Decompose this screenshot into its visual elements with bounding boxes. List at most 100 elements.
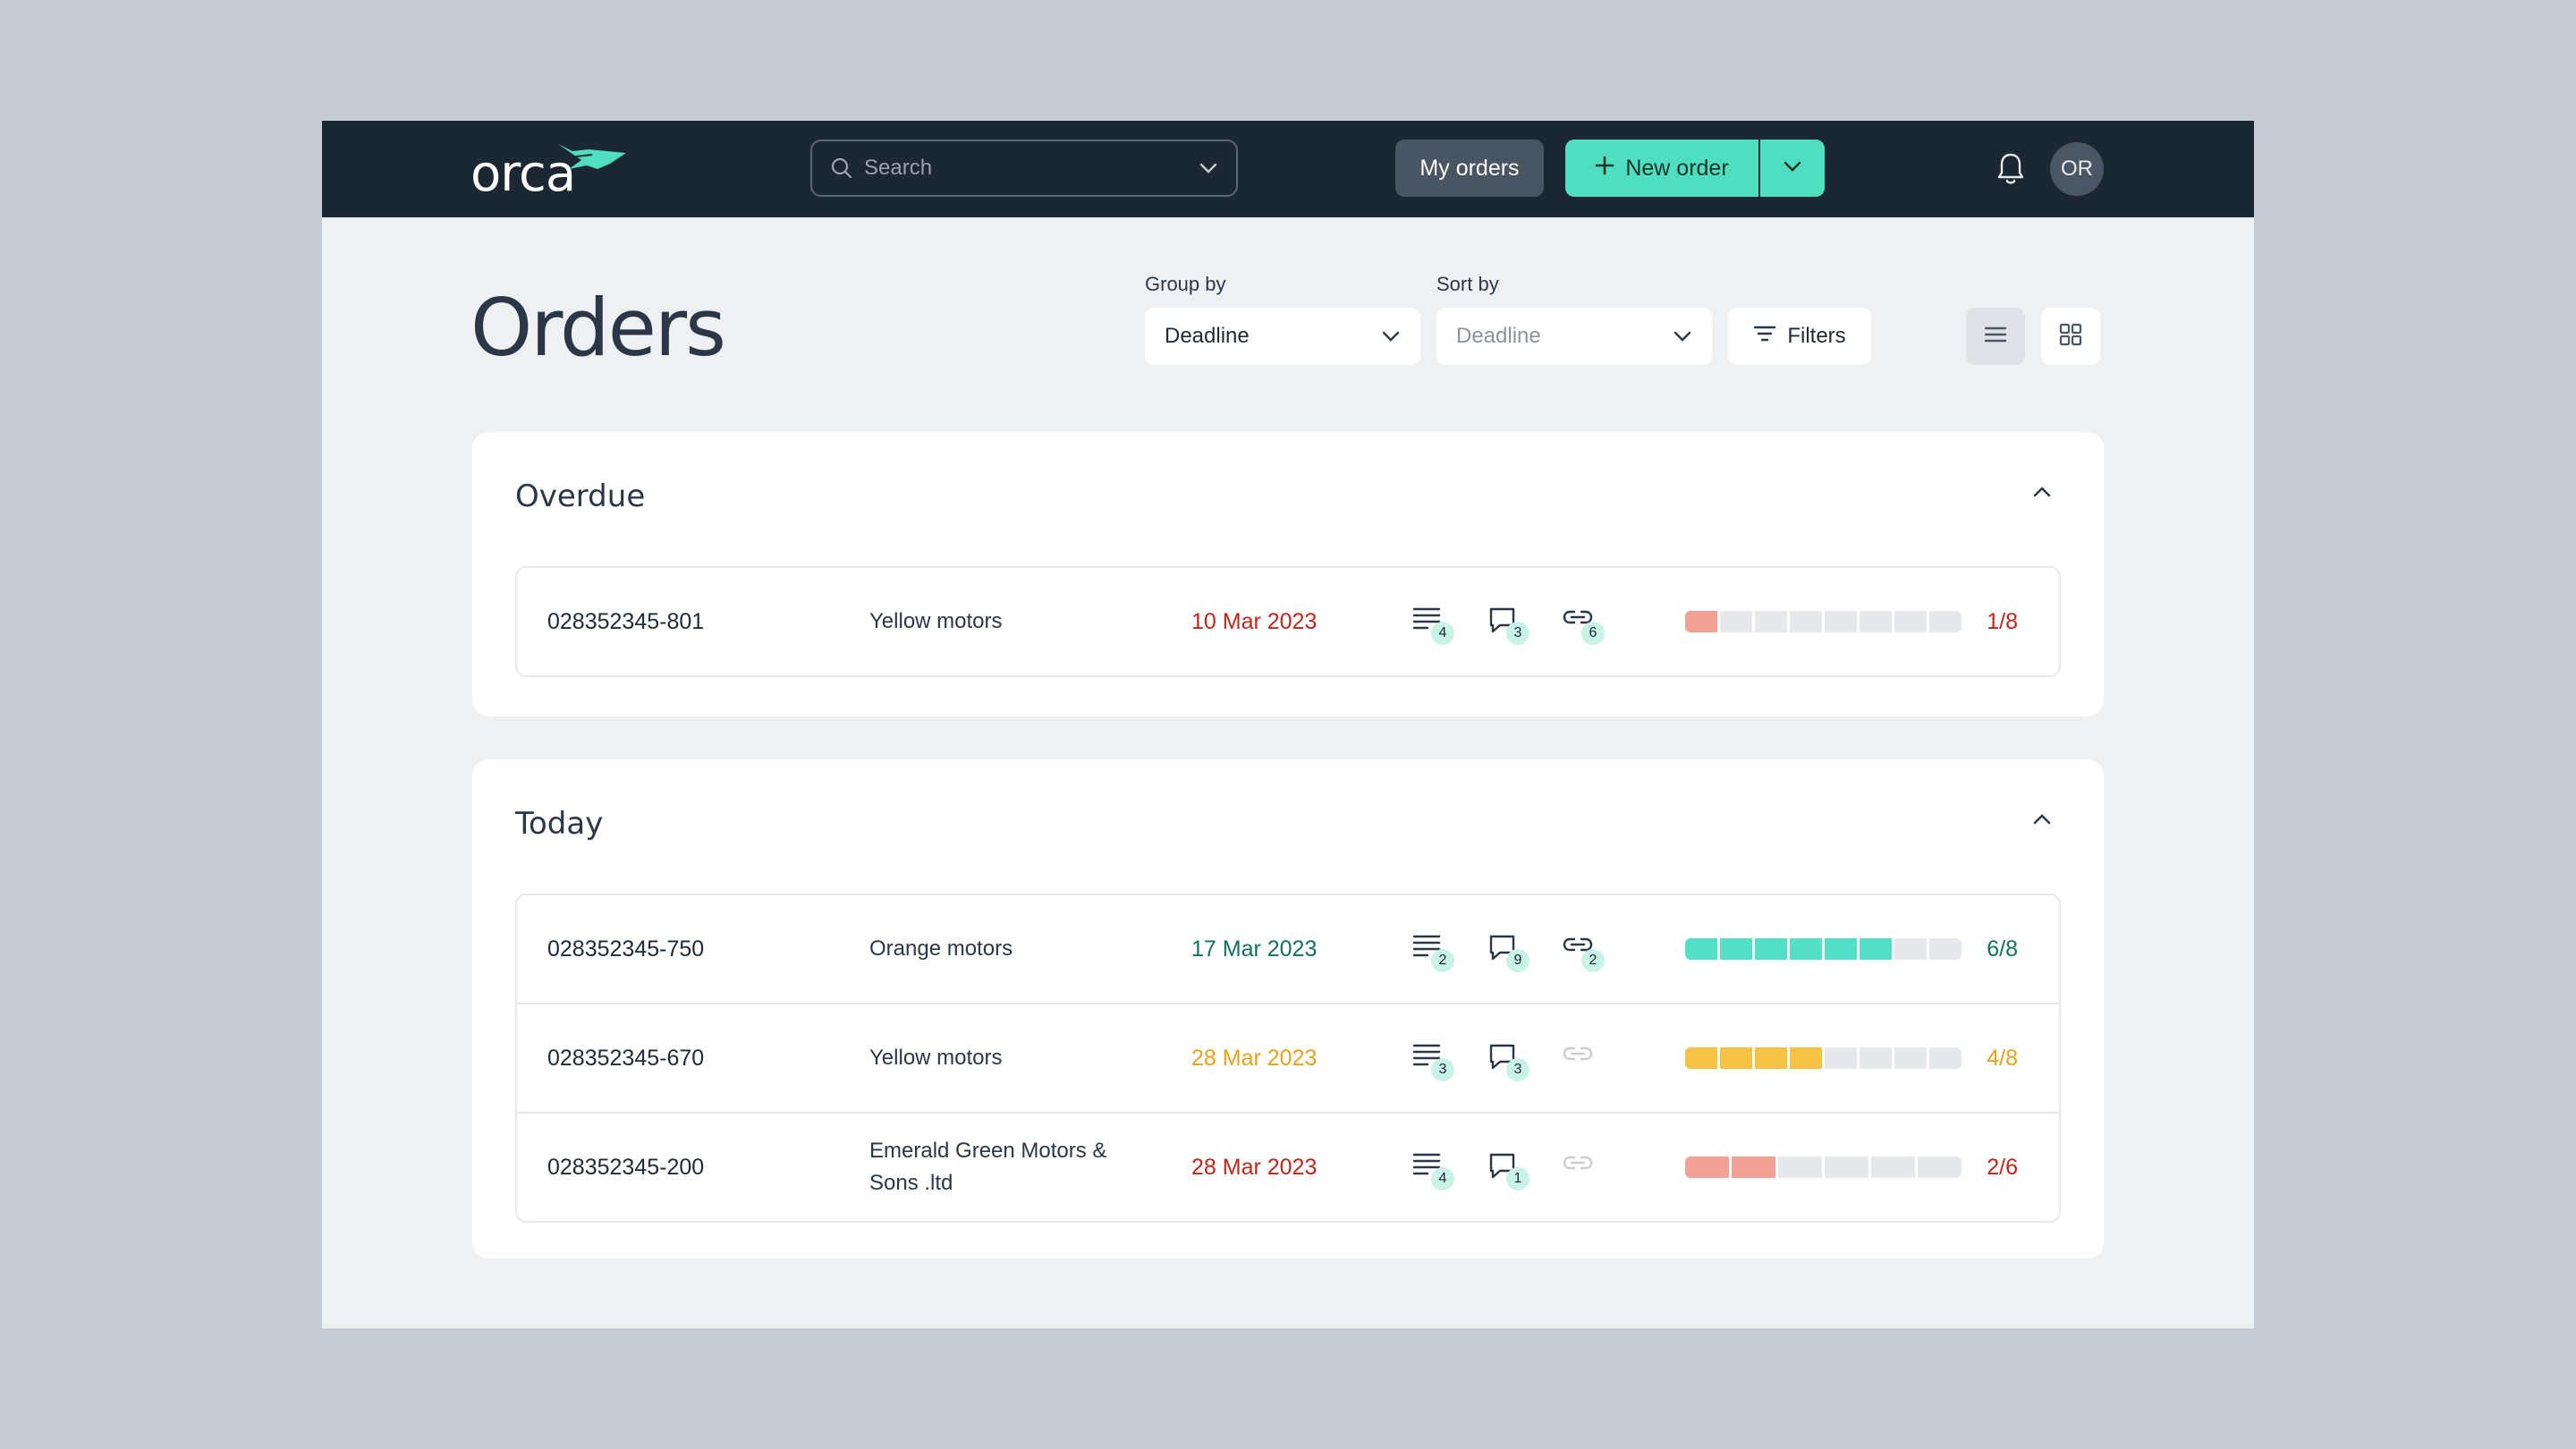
order-list: 028352345-750 Orange motors 17 Mar 2023 2 9 2… (515, 894, 2061, 1223)
top-navigation-bar: orca Search My orders New order (322, 121, 2254, 217)
deadline-date: 28 Mar 2023 (1191, 1154, 1318, 1180)
chevron-down-icon (1673, 324, 1692, 349)
progress-label: 1/8 (1987, 608, 2018, 634)
comments-icon-glyph (1489, 1044, 1515, 1070)
deadline-date: 10 Mar 2023 (1191, 608, 1318, 634)
group-by-select[interactable]: Deadline (1145, 308, 1420, 365)
order-row[interactable]: 028352345-750 Orange motors 17 Mar 2023 2 9 2… (517, 895, 2059, 1004)
tasks-icon[interactable]: 3 (1411, 1042, 1454, 1081)
progress-segment (1685, 1157, 1729, 1178)
deadline-date: 17 Mar 2023 (1191, 936, 1318, 962)
order-row[interactable]: 028352345-670 Yellow motors 28 Mar 2023 3 3 4… (517, 1004, 2059, 1114)
my-orders-button[interactable]: My orders (1395, 140, 1544, 197)
order-id: 028352345-750 (547, 936, 705, 962)
filters-button[interactable]: Filters (1728, 308, 1871, 365)
progress-segment (1685, 938, 1717, 960)
tasks-icon[interactable]: 2 (1411, 933, 1454, 972)
link-icon[interactable]: 6 (1562, 606, 1605, 645)
link-icon[interactable] (1562, 1042, 1597, 1078)
progress-segment (1790, 938, 1822, 960)
progress-segment (1894, 938, 1927, 960)
new-order-button[interactable]: New order (1565, 140, 1758, 197)
filter-icon (1753, 324, 1776, 350)
sort-by-select[interactable]: Deadline (1436, 308, 1712, 365)
progress-segment (1825, 1157, 1868, 1178)
comments-count-badge: 1 (1506, 1167, 1530, 1191)
progress-segment (1929, 1047, 1962, 1069)
comments-icon-glyph (1489, 607, 1515, 633)
search-icon (830, 157, 853, 180)
order-row[interactable]: 028352345-801 Yellow motors 10 Mar 2023 4 3 6… (517, 568, 2059, 675)
progress-segment (1929, 611, 1962, 632)
comments-icon-glyph (1489, 1153, 1515, 1179)
tasks-count-badge: 2 (1431, 949, 1454, 972)
progress-segment (1860, 1047, 1892, 1069)
list-view-toggle[interactable] (1966, 308, 2025, 365)
grid-icon (2059, 323, 2082, 351)
chevron-up-icon[interactable] (2032, 813, 2052, 826)
comments-icon[interactable]: 3 (1487, 606, 1530, 645)
comments-icon[interactable]: 9 (1487, 933, 1530, 972)
tasks-icon-glyph (1412, 1044, 1441, 1066)
chevron-up-icon[interactable] (2032, 486, 2052, 498)
progress-segment (1685, 611, 1717, 632)
bell-icon[interactable] (1995, 151, 2027, 187)
deadline-date: 28 Mar 2023 (1191, 1045, 1318, 1071)
progress-segment (1790, 1047, 1822, 1069)
progress-bar (1685, 1047, 1962, 1069)
link-icon-glyph (1563, 1046, 1593, 1061)
progress-segment (1755, 611, 1787, 632)
tasks-count-badge: 4 (1431, 1167, 1454, 1191)
customer-name: Emerald Green Motors & Sons .ltd (869, 1139, 1107, 1195)
link-icon[interactable]: 2 (1562, 933, 1605, 972)
progress-bar (1685, 938, 1962, 960)
order-group-overdue: Overdue 028352345-801 Yellow motors 10 Mar… (472, 432, 2104, 716)
progress-segment (1720, 611, 1752, 632)
order-list: 028352345-801 Yellow motors 10 Mar 2023 4 3 6… (515, 566, 2061, 677)
plus-icon (1595, 156, 1614, 182)
comments-count-badge: 3 (1506, 1058, 1530, 1081)
links-count-badge: 2 (1581, 949, 1605, 972)
tasks-icon[interactable]: 4 (1411, 1151, 1454, 1191)
progress-segment (1685, 1047, 1717, 1069)
progress-segment (1825, 611, 1857, 632)
progress-segment (1860, 611, 1892, 632)
order-id: 028352345-801 (547, 608, 705, 634)
order-row[interactable]: 028352345-200 Emerald Green Motors & Sons… (517, 1114, 2059, 1221)
page-title: Orders (470, 282, 726, 374)
orca-logo[interactable]: orca (470, 142, 626, 203)
new-order-dropdown-button[interactable] (1760, 140, 1825, 197)
comments-icon[interactable]: 1 (1487, 1151, 1530, 1191)
order-id: 028352345-670 (547, 1045, 705, 1071)
progress-segment (1755, 1047, 1787, 1069)
order-id: 028352345-200 (547, 1154, 705, 1180)
links-count-badge: 6 (1581, 622, 1605, 645)
chevron-down-icon (1783, 160, 1802, 177)
grid-view-toggle[interactable] (2041, 308, 2100, 365)
tasks-icon-glyph (1412, 607, 1441, 630)
progress-bar (1685, 611, 1962, 632)
customer-name: Orange motors (869, 936, 1013, 961)
group-title: Today (515, 806, 604, 842)
link-icon[interactable] (1562, 1151, 1597, 1187)
tasks-icon-glyph (1412, 935, 1441, 957)
progress-label: 2/6 (1987, 1154, 2018, 1180)
logo-wordmark: orca (470, 145, 576, 203)
customer-name: Yellow motors (869, 609, 1003, 633)
tasks-icon-glyph (1412, 1153, 1441, 1175)
progress-label: 4/8 (1987, 1045, 2018, 1071)
progress-segment (1778, 1157, 1822, 1178)
comments-count-badge: 3 (1506, 622, 1530, 645)
progress-segment (1720, 938, 1752, 960)
progress-segment (1871, 1157, 1915, 1178)
app-frame: orca Search My orders New order (322, 121, 2254, 1328)
avatar[interactable]: OR (2050, 142, 2104, 196)
link-icon-glyph (1563, 1156, 1593, 1170)
progress-segment (1755, 938, 1787, 960)
chevron-down-icon[interactable] (1199, 162, 1218, 174)
progress-segment (1720, 1047, 1752, 1069)
tasks-icon[interactable]: 4 (1411, 606, 1454, 645)
search-box[interactable]: Search (810, 140, 1238, 197)
group-title: Overdue (515, 479, 646, 514)
comments-icon[interactable]: 3 (1487, 1042, 1530, 1081)
